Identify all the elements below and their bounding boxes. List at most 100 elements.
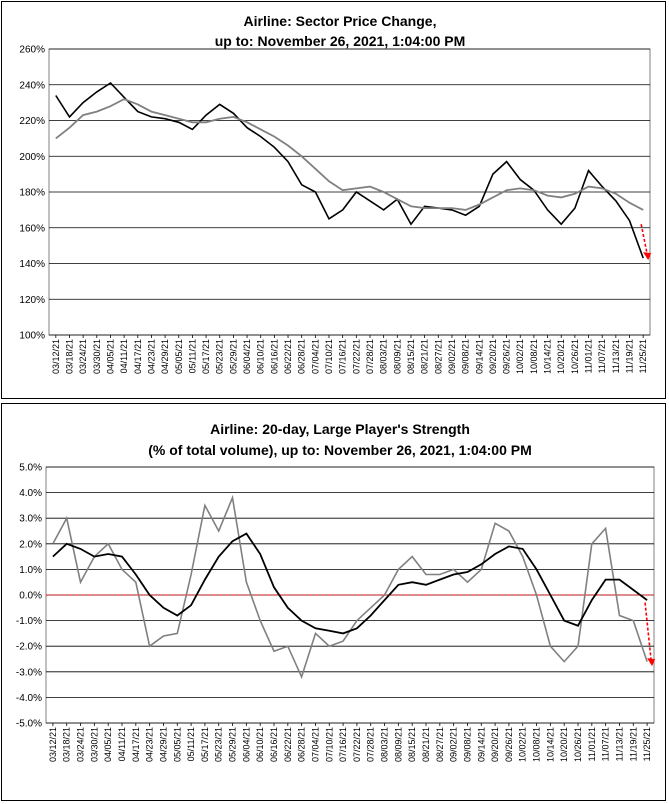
- x-tick-label: 05/11/21: [187, 339, 197, 373]
- x-tick-label: 07/16/21: [338, 727, 348, 762]
- x-tick-label: 09/02/21: [447, 339, 457, 374]
- x-tick-label: 08/21/21: [420, 339, 430, 374]
- x-tick-label: 09/14/21: [476, 727, 486, 762]
- x-tick-label: 06/22/21: [283, 339, 293, 374]
- x-tick-label: 06/04/21: [242, 339, 252, 374]
- x-tick-label: 05/05/21: [174, 339, 184, 374]
- x-tick-label: 08/15/21: [406, 339, 416, 374]
- x-tick-label: 11/01/21: [584, 339, 594, 373]
- y-tick-label: 4.0%: [19, 488, 42, 499]
- x-tick-label: 03/18/21: [62, 727, 72, 762]
- x-tick-label: 08/27/21: [435, 727, 445, 762]
- y-tick-label: 1.0%: [19, 565, 42, 576]
- large-player-strength-chart: Airline: 20-day, Large Player's Strength…: [16, 421, 656, 762]
- x-tick-label: 10/02/21: [518, 727, 528, 762]
- price-change-chart: Airline: Sector Price Change, up to: Nov…: [19, 13, 652, 374]
- y-tick-label: 0.0%: [19, 591, 42, 602]
- x-tick-label: 09/26/21: [504, 727, 514, 762]
- x-tick-label: 04/05/21: [103, 727, 113, 762]
- y-tick-label: 160%: [19, 223, 45, 234]
- x-tick-label: 06/10/21: [256, 339, 266, 374]
- x-tick-label: 06/10/21: [255, 727, 265, 762]
- x-tick-label: 08/09/21: [392, 339, 402, 374]
- y-tick-label: -2.0%: [16, 642, 42, 653]
- x-tick-label: 11/01/21: [587, 727, 597, 761]
- x-tick-label: 09/02/21: [449, 727, 459, 762]
- x-tick-label: 09/20/21: [490, 727, 500, 762]
- y-tick-label: 200%: [19, 152, 45, 163]
- x-tick-label: 11/13/21: [611, 339, 621, 373]
- x-tick-label: 03/12/21: [51, 339, 61, 374]
- series-line-strength: [52, 494, 648, 680]
- x-tick-label: 07/28/21: [365, 339, 375, 374]
- x-tick-label: 09/26/21: [502, 339, 512, 374]
- y-tick-label: -3.0%: [16, 667, 42, 678]
- chart-title-line1: Airline: 20-day, Large Player's Strength: [210, 421, 470, 437]
- x-tick-label: 07/10/21: [324, 339, 334, 374]
- x-tick-label: 04/11/21: [117, 727, 127, 761]
- series-line-price: [55, 81, 644, 259]
- x-tick-label: 05/11/21: [186, 727, 196, 761]
- x-tick-label: 05/23/21: [214, 727, 224, 762]
- x-tick-label: 11/19/21: [625, 339, 635, 373]
- x-tick-label: 08/15/21: [407, 727, 417, 762]
- x-tick-label: 11/25/21: [638, 339, 648, 373]
- y-tick-label: 220%: [19, 116, 45, 127]
- x-tick-label: 04/29/21: [160, 339, 170, 374]
- x-tick-label: 09/14/21: [474, 339, 484, 374]
- y-tick-label: 3.0%: [19, 514, 42, 525]
- x-tick-label: 08/03/21: [380, 727, 390, 762]
- x-tick-label: 04/29/21: [158, 727, 168, 762]
- x-tick-label: 10/14/21: [545, 727, 555, 762]
- x-tick-label: 04/11/21: [119, 339, 129, 373]
- x-tick-label: 07/04/21: [310, 727, 320, 762]
- x-tick-label: 03/24/21: [76, 727, 86, 762]
- x-tick-label: 03/24/21: [78, 339, 88, 374]
- x-tick-label: 10/08/21: [529, 339, 539, 374]
- x-tick-label: 08/27/21: [433, 339, 443, 374]
- y-tick-label: 100%: [19, 331, 45, 342]
- x-tick-label: 11/19/21: [628, 727, 638, 761]
- x-tick-label: 06/16/21: [269, 727, 279, 762]
- x-tick-label: 03/30/21: [89, 727, 99, 762]
- x-tick-label: 10/26/21: [573, 727, 583, 762]
- x-tick-label: 08/21/21: [421, 727, 431, 762]
- x-tick-label: 06/28/21: [297, 727, 307, 762]
- x-tick-label: 07/16/21: [338, 339, 348, 374]
- y-tick-label: 260%: [19, 45, 45, 56]
- x-tick-label: 03/12/21: [48, 727, 58, 762]
- trend-arrow-shaft: [644, 602, 652, 661]
- x-tick-label: 04/05/21: [105, 339, 115, 374]
- y-tick-label: 140%: [19, 259, 45, 270]
- price-change-chart-panel: Airline: Sector Price Change, up to: Nov…: [1, 1, 666, 399]
- series-line-average: [55, 98, 644, 211]
- x-tick-label: 09/20/21: [488, 339, 498, 374]
- x-tick-label: 04/23/21: [146, 339, 156, 374]
- x-tick-label: 04/17/21: [131, 727, 141, 762]
- x-tick-label: 05/17/21: [201, 339, 211, 374]
- y-tick-label: 2.0%: [19, 539, 42, 550]
- x-tick-label: 05/29/21: [228, 727, 238, 762]
- x-tick-label: 10/20/21: [559, 727, 569, 762]
- x-tick-label: 06/16/21: [269, 339, 279, 374]
- x-tick-label: 10/02/21: [515, 339, 525, 374]
- y-tick-label: 180%: [19, 188, 45, 199]
- chart-title-line2: (% of total volume), up to: November 26,…: [148, 442, 532, 458]
- y-tick-label: -5.0%: [16, 719, 42, 730]
- x-tick-label: 11/13/21: [614, 727, 624, 761]
- x-tick-label: 09/08/21: [461, 339, 471, 374]
- x-tick-label: 11/25/21: [642, 727, 652, 761]
- x-tick-label: 04/17/21: [133, 339, 143, 374]
- x-tick-label: 07/22/21: [351, 339, 361, 374]
- x-tick-label: 05/23/21: [215, 339, 225, 374]
- x-tick-label: 03/30/21: [92, 339, 102, 374]
- x-tick-label: 07/28/21: [366, 727, 376, 762]
- x-tick-label: 09/08/21: [462, 727, 472, 762]
- y-tick-label: 5.0%: [19, 463, 42, 474]
- x-tick-label: 05/05/21: [172, 727, 182, 762]
- x-tick-label: 07/04/21: [310, 339, 320, 374]
- x-tick-label: 07/22/21: [352, 727, 362, 762]
- x-tick-label: 06/28/21: [297, 339, 307, 374]
- x-tick-label: 07/10/21: [324, 727, 334, 762]
- x-tick-label: 10/20/21: [556, 339, 566, 374]
